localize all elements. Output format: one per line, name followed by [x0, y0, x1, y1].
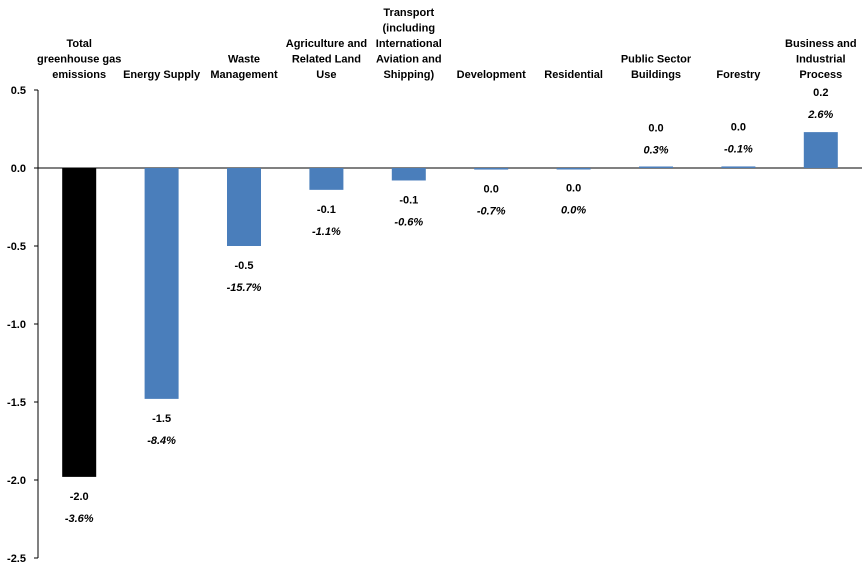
category-label: Public Sector [621, 54, 692, 66]
y-tick-label: -1.0 [7, 319, 26, 331]
value-label: 0.0 [566, 182, 581, 194]
percent-label: -3.6% [65, 513, 94, 525]
value-label: -2.0 [70, 491, 89, 503]
bar [474, 168, 509, 170]
category-label: Forestry [716, 69, 761, 81]
y-tick-label: -0.5 [7, 241, 26, 253]
category-label: Energy Supply [123, 69, 201, 81]
y-tick-label: -1.5 [7, 397, 26, 409]
value-label: -0.1 [317, 204, 336, 216]
bar [391, 168, 426, 181]
value-label: 0.0 [484, 184, 499, 196]
bar [227, 168, 261, 246]
category-label: Transport [383, 7, 434, 19]
percent-label: -8.4% [147, 435, 176, 447]
bars [62, 132, 838, 477]
bar [721, 166, 756, 168]
percent-label: 0.3% [643, 145, 668, 157]
category-label: Residential [544, 69, 603, 81]
category-label: Management [210, 69, 278, 81]
category-label: Aviation and [376, 54, 442, 66]
y-tick-label: -2.5 [7, 553, 26, 565]
category-label: Related Land [292, 54, 361, 66]
y-tick-label: 0.5 [11, 85, 26, 97]
bar [144, 168, 179, 399]
category-label: Agriculture and [286, 38, 367, 50]
category-label: Development [457, 69, 526, 81]
data-labels: -2.0 -3.6% -1.5 -8.4% -0.5 -15.7% -0.1 -1.1% -0.… [65, 87, 834, 525]
percent-label: 0.0% [561, 204, 586, 216]
value-label: 0.0 [648, 123, 663, 135]
bar [639, 166, 673, 168]
category-label: emissions [52, 69, 106, 81]
percent-label: -15.7% [227, 282, 262, 294]
bar [803, 132, 838, 168]
category-label: Waste [228, 54, 260, 66]
category-label: (including [383, 23, 436, 35]
percent-label: 2.6% [807, 109, 833, 121]
y-axis: 0.5 0.0 -0.5 -1.0 -1.5 -2.0 -2.5 [7, 85, 862, 565]
percent-label: -0.7% [477, 206, 506, 218]
value-label: 0.2 [813, 87, 828, 99]
y-tick-label: -2.0 [7, 475, 26, 487]
category-label: Buildings [631, 69, 681, 81]
value-label: 0.0 [731, 121, 746, 133]
value-label: -0.5 [235, 260, 254, 272]
category-label: International [376, 38, 442, 50]
category-label: Shipping) [383, 69, 434, 81]
percent-label: -0.1% [724, 143, 753, 155]
category-label: Total [66, 38, 91, 50]
category-label: Industrial [796, 54, 846, 66]
category-label: greenhouse gas [37, 54, 121, 66]
percent-label: -1.1% [312, 226, 341, 238]
category-labels: Total greenhouse gas emissions Energy Suppl… [37, 7, 857, 81]
y-tick-label: 0.0 [11, 163, 26, 175]
bar [556, 168, 591, 170]
percent-label: -0.6% [394, 216, 423, 228]
bar [309, 168, 344, 190]
category-label: Process [799, 69, 842, 81]
bar [62, 168, 97, 477]
value-label: -1.5 [152, 413, 171, 425]
category-label: Use [316, 69, 336, 81]
value-label: -0.1 [399, 194, 418, 206]
category-label: Business and [785, 38, 857, 50]
